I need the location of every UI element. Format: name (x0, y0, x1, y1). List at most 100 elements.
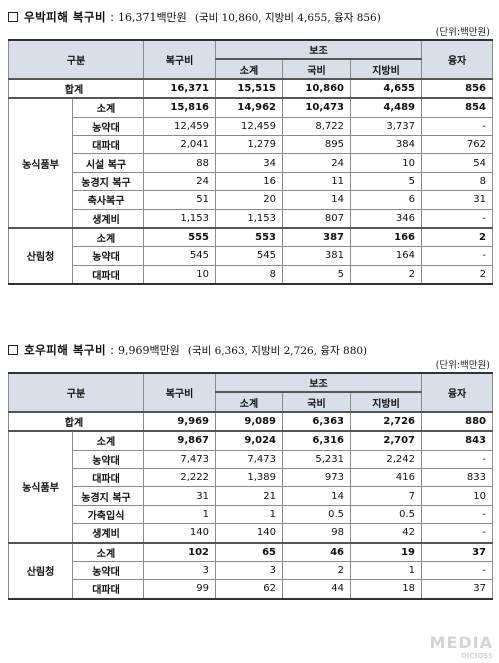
checkbox-square-icon (8, 12, 18, 22)
cell-value: 1,279 (215, 134, 283, 155)
cell-value: - (421, 560, 494, 581)
header-subsidy: 보조 (214, 372, 423, 394)
cell-value: 553 (215, 227, 283, 248)
cell-value: 807 (282, 208, 351, 229)
cell-value: 762 (421, 134, 494, 155)
table-row: 생계비 1,153 1,153 807 346- (9, 208, 494, 229)
table-row: 농약대 7,473 7,473 5,231 2,242- (9, 449, 494, 469)
header-row: 구분 복구비 보조 융자 (8, 39, 494, 80)
cell-value: 10 (421, 486, 494, 506)
cell-value: 895 (282, 134, 351, 155)
watermark-sub: DICIOSS (461, 652, 493, 660)
cell-value: - (421, 504, 494, 525)
cell-value: 9,024 (215, 430, 283, 451)
cell-value: 7,473 (215, 449, 283, 469)
total-row: 합계 16,371 15,515 10,860 4,655 856 (8, 78, 494, 100)
table-row: 대파대 2,222 1,389 973 416 833 (9, 467, 494, 488)
row-label: 소계 (72, 430, 144, 451)
row-label: 농경지 복구 (72, 171, 144, 192)
cell-value: 6 (349, 190, 423, 210)
table-row: 산림청 소계 555 553 387 166 2 (8, 227, 494, 285)
cell-value: 545 (143, 246, 216, 266)
total-label: 합계 (8, 411, 144, 433)
cell-value: 31 (143, 486, 216, 506)
table-row: 농경지 복구 24 16 11 5 8 (9, 171, 494, 192)
cell-value: 854 (421, 97, 494, 118)
title-text: 우박피해 복구비 (24, 10, 107, 24)
cell-value: 21 (215, 486, 283, 506)
cell-value: 37 (421, 579, 494, 600)
cell-value: 416 (349, 467, 423, 488)
cell-value: 54 (421, 153, 494, 173)
row-label: 생계비 (72, 523, 144, 544)
cell-value: 4,489 (349, 97, 423, 118)
cell-value: 1,153 (215, 208, 283, 229)
total-value: 6,363 (282, 411, 351, 433)
cell-value: 12,459 (143, 116, 216, 136)
cell-value: 42 (349, 523, 423, 544)
cell-value: 24 (282, 153, 351, 173)
table-row: 농약대 3 3 2 1- (9, 560, 494, 581)
row-label: 시설 복구 (72, 153, 144, 173)
cell-value: 10 (349, 153, 423, 173)
header-recovery: 복구비 (143, 39, 216, 80)
total-value: 9,089 (215, 411, 283, 433)
title-separator: : (110, 10, 114, 24)
watermark: MEDIA DICIOSS (430, 633, 493, 660)
cell-value: 62 (215, 579, 283, 600)
title-detail: (국비 10,860, 지방비 4,655, 융자 856) (194, 11, 381, 24)
row-label: 농약대 (72, 246, 144, 266)
cell-value: 973 (282, 467, 351, 488)
rain-damage-section: 호우피해 복구비:9,969백만원 (국비 6,363, 지방비 2,726, 융… (8, 341, 494, 600)
section-title: 호우피해 복구비:9,969백만원 (국비 6,363, 지방비 2,726, 융… (8, 341, 492, 359)
total-value: 16,371 (143, 78, 216, 100)
cell-value: 8 (215, 264, 283, 285)
header-national: 국비 (282, 58, 351, 80)
cell-value: 843 (421, 430, 494, 451)
cell-value: 20 (215, 190, 283, 210)
total-row: 합계 9,969 9,089 6,363 2,726 880 (8, 411, 494, 433)
cell-value: 166 (349, 227, 423, 248)
table-row: 농약대 12,459 12,459 8,722 3,737- (9, 116, 494, 136)
group-label: 농식품부 (8, 97, 73, 229)
cell-value: 164 (349, 246, 423, 266)
cell-value: 2,041 (143, 134, 216, 155)
header-row: 소계 국비 지방비 (9, 58, 493, 80)
table-row: 대파대 2,041 1,279 895 384 762 (9, 134, 494, 155)
row-label: 소계 (72, 97, 144, 118)
header-local: 지방비 (349, 391, 423, 413)
table-row: 대파대 99 62 44 18 37 (9, 579, 494, 600)
cell-value: 7 (349, 486, 423, 506)
cell-value: 14 (282, 190, 351, 210)
cell-value: - (421, 208, 494, 229)
row-label: 가축입식 (72, 504, 144, 525)
cell-value: 545 (215, 246, 283, 266)
title-amount: 9,969백만원 (117, 344, 180, 357)
cell-value: 555 (143, 227, 216, 248)
cell-value: 140 (143, 523, 216, 544)
title-amount: 16,371백만원 (117, 11, 187, 24)
total-value: 9,969 (143, 411, 216, 433)
cell-value: 6,316 (282, 430, 351, 451)
cell-value: 381 (282, 246, 351, 266)
table-row: 대파대 10 8 5 2 2 (9, 264, 494, 285)
header-recovery: 복구비 (143, 372, 216, 413)
group-label: 농식품부 (8, 430, 73, 544)
cell-value: 7,473 (143, 449, 216, 469)
row-label: 농약대 (72, 560, 144, 581)
row-label: 대파대 (72, 579, 144, 600)
table-row: 시설 복구 88 34 24 10 54 (9, 153, 494, 173)
header-row: 구분 복구비 보조 융자 (8, 372, 494, 413)
cell-value: 2 (421, 227, 494, 248)
table-row: 가축입식 1 1 0.5 0.5- (9, 504, 494, 525)
cell-value: 34 (215, 153, 283, 173)
cell-value: 1 (215, 504, 283, 525)
cell-value: 10,473 (282, 97, 351, 118)
row-label: 소계 (72, 542, 144, 562)
table-row: 농경지 복구 31 21 14 7 10 (9, 486, 494, 506)
row-label: 축사복구 (72, 190, 144, 210)
group-label: 산림청 (8, 227, 73, 285)
cell-value: 0.5 (282, 504, 351, 525)
group-label: 산림청 (8, 542, 73, 600)
cell-value: 140 (215, 523, 283, 544)
